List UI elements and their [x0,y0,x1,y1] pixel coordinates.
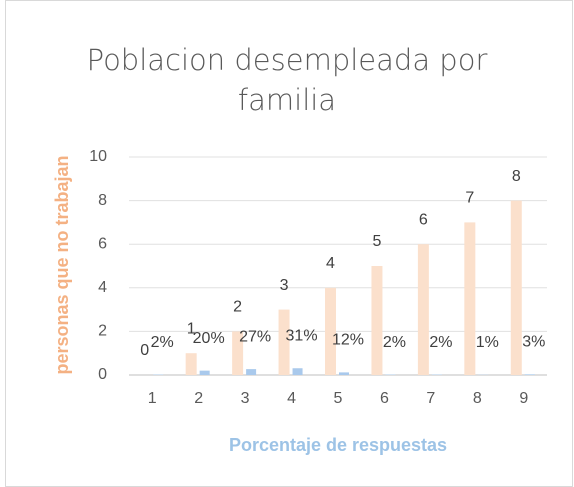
y-axis-title: personas que no trabajan [52,155,72,374]
x-tick-label: 5 [334,390,343,407]
y-tick-label: 10 [89,148,107,165]
y-tick-label: 8 [98,192,107,209]
data-label: 2% [429,334,452,351]
bar [339,372,349,375]
bar [292,368,303,375]
x-tick-label: 1 [148,390,157,407]
data-label: 5 [372,233,381,250]
x-axis-title: Porcentaje de respuestas [229,435,447,455]
bar [278,309,290,375]
bar [510,200,522,375]
x-tick-label: 3 [241,390,250,407]
bar [371,266,383,375]
x-tick-label: 7 [426,390,435,407]
y-tick-label: 6 [98,235,107,252]
data-label: 2 [233,299,242,316]
data-label: 0 [140,342,149,359]
data-label: 2% [151,334,174,351]
chart-title: Poblacion desempleada por familia [86,43,488,117]
data-label: 7 [465,190,474,207]
bar [464,222,476,375]
y-tick-label: 4 [98,279,107,296]
x-tick-label: 2 [194,390,203,407]
data-label: 3 [280,277,289,294]
x-tick-label: 6 [380,390,389,407]
data-label: 1 [187,320,196,337]
data-label: 12% [332,332,364,349]
x-tick-label: 9 [519,390,528,407]
data-label: 3% [522,334,545,351]
x-tick-label: 8 [473,390,482,407]
x-tick-label: 4 [287,390,296,407]
data-label: 31% [286,327,318,344]
data-label: 27% [239,328,271,345]
data-label: 4 [326,255,335,272]
data-label: 20% [193,330,225,347]
bar [524,374,535,375]
bar [325,287,336,375]
data-label: 6 [419,211,428,228]
data-label: 1% [476,334,499,351]
bar [246,369,257,375]
data-label: 2% [383,334,406,351]
data-label: 8 [512,168,521,185]
y-tick-label: 2 [98,323,107,340]
bar [199,370,210,375]
bar [185,353,197,375]
y-tick-label: 0 [98,366,107,383]
bar [417,244,429,375]
bar [232,331,244,375]
